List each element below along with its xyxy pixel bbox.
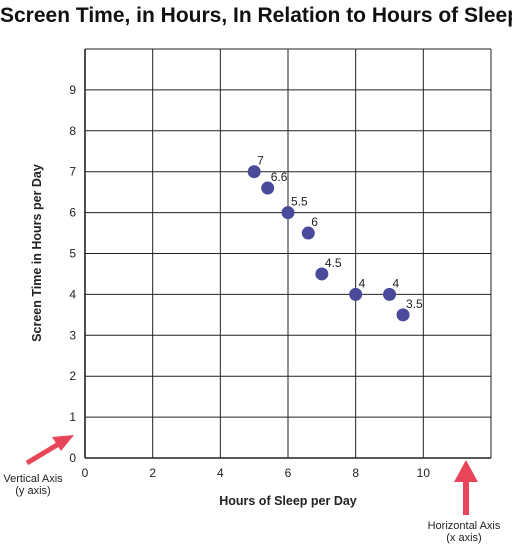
- y-tick-label: 9: [69, 83, 76, 97]
- horizontal-axis-note-line2: (x axis): [446, 532, 482, 544]
- data-labels: 7 6.65.56 4.5 4 4 3.5: [257, 154, 423, 311]
- data-point: [261, 181, 275, 195]
- y-tick-label: 6: [69, 206, 76, 220]
- data-point: [349, 287, 363, 301]
- data-label: 4: [359, 276, 366, 290]
- x-axis-title: Hours of Sleep per Day: [219, 494, 357, 508]
- y-axis-title: Screen Time in Hours per Day: [30, 164, 44, 342]
- x-tick-label: 6: [285, 466, 292, 480]
- horizontal-axis-note: Horizontal Axis (x axis): [416, 520, 512, 544]
- x-tick-label: 2: [149, 466, 156, 480]
- y-tick-label: 7: [69, 165, 76, 179]
- y-tick-label: 0: [69, 451, 76, 465]
- x-tick-label: 4: [217, 466, 224, 480]
- y-tick-label: 4: [69, 287, 76, 301]
- x-tick-label: 10: [417, 466, 431, 480]
- vertical-axis-arrow: [25, 435, 74, 466]
- data-point: [301, 226, 315, 240]
- data-point: [383, 287, 396, 301]
- data-label: 6.6: [271, 170, 288, 184]
- x-tick-label: 8: [352, 466, 359, 480]
- vertical-axis-note-line1: Vertical Axis: [3, 473, 63, 485]
- horizontal-axis-note-line1: Horizontal Axis: [427, 520, 501, 532]
- tick-labels: 0 2 4 6 8 10 0 1 2 3 4 5 6 7 8 9: [69, 83, 430, 480]
- y-tick-label: 2: [69, 369, 76, 383]
- vertical-axis-note: Vertical Axis (y axis): [0, 473, 66, 497]
- data-label: 5.5: [291, 195, 308, 209]
- data-label: 4.5: [325, 256, 342, 270]
- data-points: [247, 165, 410, 322]
- y-tick-label: 1: [69, 410, 76, 424]
- x-tick-label: 0: [82, 466, 89, 480]
- y-tick-label: 5: [69, 247, 76, 261]
- chart-grid: [84, 48, 492, 459]
- data-point: [315, 267, 329, 281]
- y-tick-label: 8: [69, 124, 76, 138]
- chart-title: Screen Time, in Hours, In Relation to Ho…: [0, 4, 512, 27]
- horizontal-axis-arrow: [454, 460, 478, 515]
- vertical-axis-note-line2: (y axis): [15, 485, 51, 497]
- y-tick-label: 3: [69, 328, 76, 342]
- data-label: 4: [393, 276, 400, 290]
- data-label: 7: [257, 154, 264, 168]
- data-label: 3.5: [406, 297, 423, 311]
- data-label: 6: [311, 215, 318, 229]
- data-point: [247, 165, 261, 179]
- data-point: [281, 206, 295, 220]
- data-point: [396, 308, 410, 322]
